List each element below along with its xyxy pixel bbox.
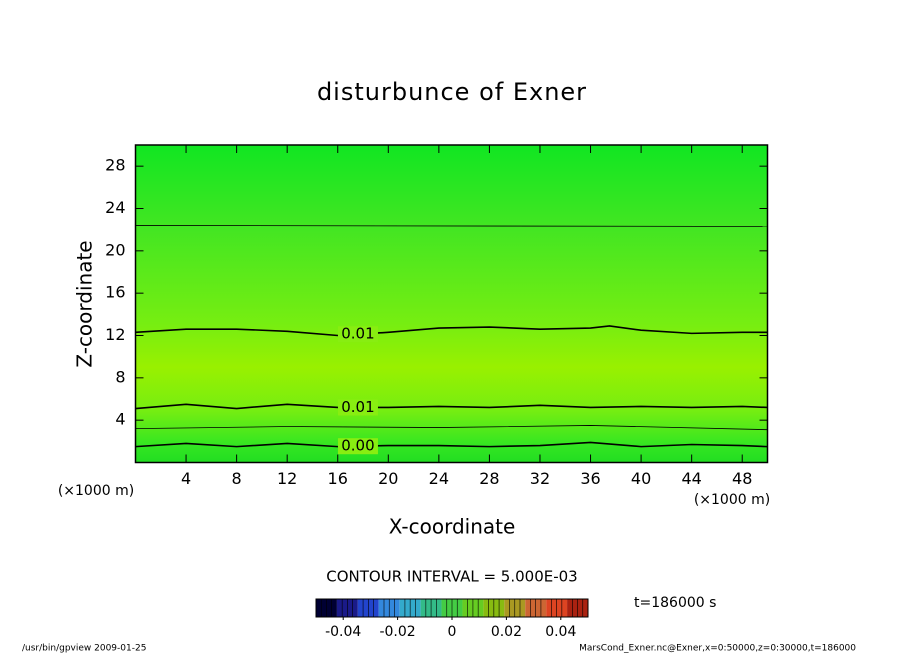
x-tick-label: 20	[378, 469, 398, 488]
footer-right: MarsCond_Exner.nc@Exner,x=0:50000,z=0:30…	[579, 644, 856, 654]
contour-label: 0.01	[341, 398, 374, 416]
x-tick-label: 48	[732, 469, 752, 488]
y-tick-label: 8	[115, 367, 125, 386]
y-tick-label: 16	[105, 283, 125, 302]
contour-label: 0.01	[341, 325, 374, 343]
x-unit-label: (×1000 m)	[694, 492, 770, 508]
plot-frame	[134, 144, 769, 464]
contour-line	[135, 425, 768, 431]
time-label: t=186000 s	[634, 595, 716, 611]
x-tick-label: 44	[681, 469, 701, 488]
colorbar-tick-label: -0.04	[325, 624, 361, 640]
x-tick-label: 16	[328, 469, 348, 488]
contour-label-bg	[337, 438, 378, 455]
y-tick-label: 24	[105, 198, 125, 217]
colorbar-tick-label: 0.04	[545, 624, 576, 640]
x-tick-label: 4	[181, 469, 191, 488]
x-tick-label: 8	[232, 469, 242, 488]
x-tick-label: 36	[580, 469, 600, 488]
y-tick-label: 28	[105, 156, 125, 175]
x-tick-label: 12	[277, 469, 297, 488]
colorbar-tick-label: 0	[448, 624, 457, 640]
x-unit-label: (×1000 m)	[58, 483, 134, 499]
y-tick-label: 4	[115, 410, 125, 429]
shading	[135, 145, 768, 463]
colorbar-tick-label: -0.02	[379, 624, 415, 640]
contour-label: 0.00	[341, 437, 374, 455]
colorbar-tick-label: 0.02	[491, 624, 522, 640]
contour-line	[135, 325, 768, 337]
chart-title: disturbunce of Exner	[317, 78, 587, 106]
x-tick-label: 28	[479, 469, 499, 488]
contour-interval: CONTOUR INTERVAL = 5.000E-03	[326, 568, 577, 586]
x-axis-label: X-coordinate	[389, 515, 516, 539]
x-tick-label: 24	[429, 469, 449, 488]
y-axis-label: Z-coordinate	[73, 240, 97, 367]
contour-label-bg	[337, 399, 378, 416]
contour-line	[135, 225, 768, 227]
contour-line	[135, 403, 768, 410]
y-tick-label: 20	[105, 240, 125, 259]
contour-line	[135, 441, 768, 448]
contour-label-bg	[337, 326, 378, 343]
y-tick-label: 12	[105, 325, 125, 344]
x-tick-label: 32	[530, 469, 550, 488]
footer-left: /usr/bin/gpview 2009-01-25	[22, 644, 146, 654]
x-tick-label: 40	[631, 469, 651, 488]
